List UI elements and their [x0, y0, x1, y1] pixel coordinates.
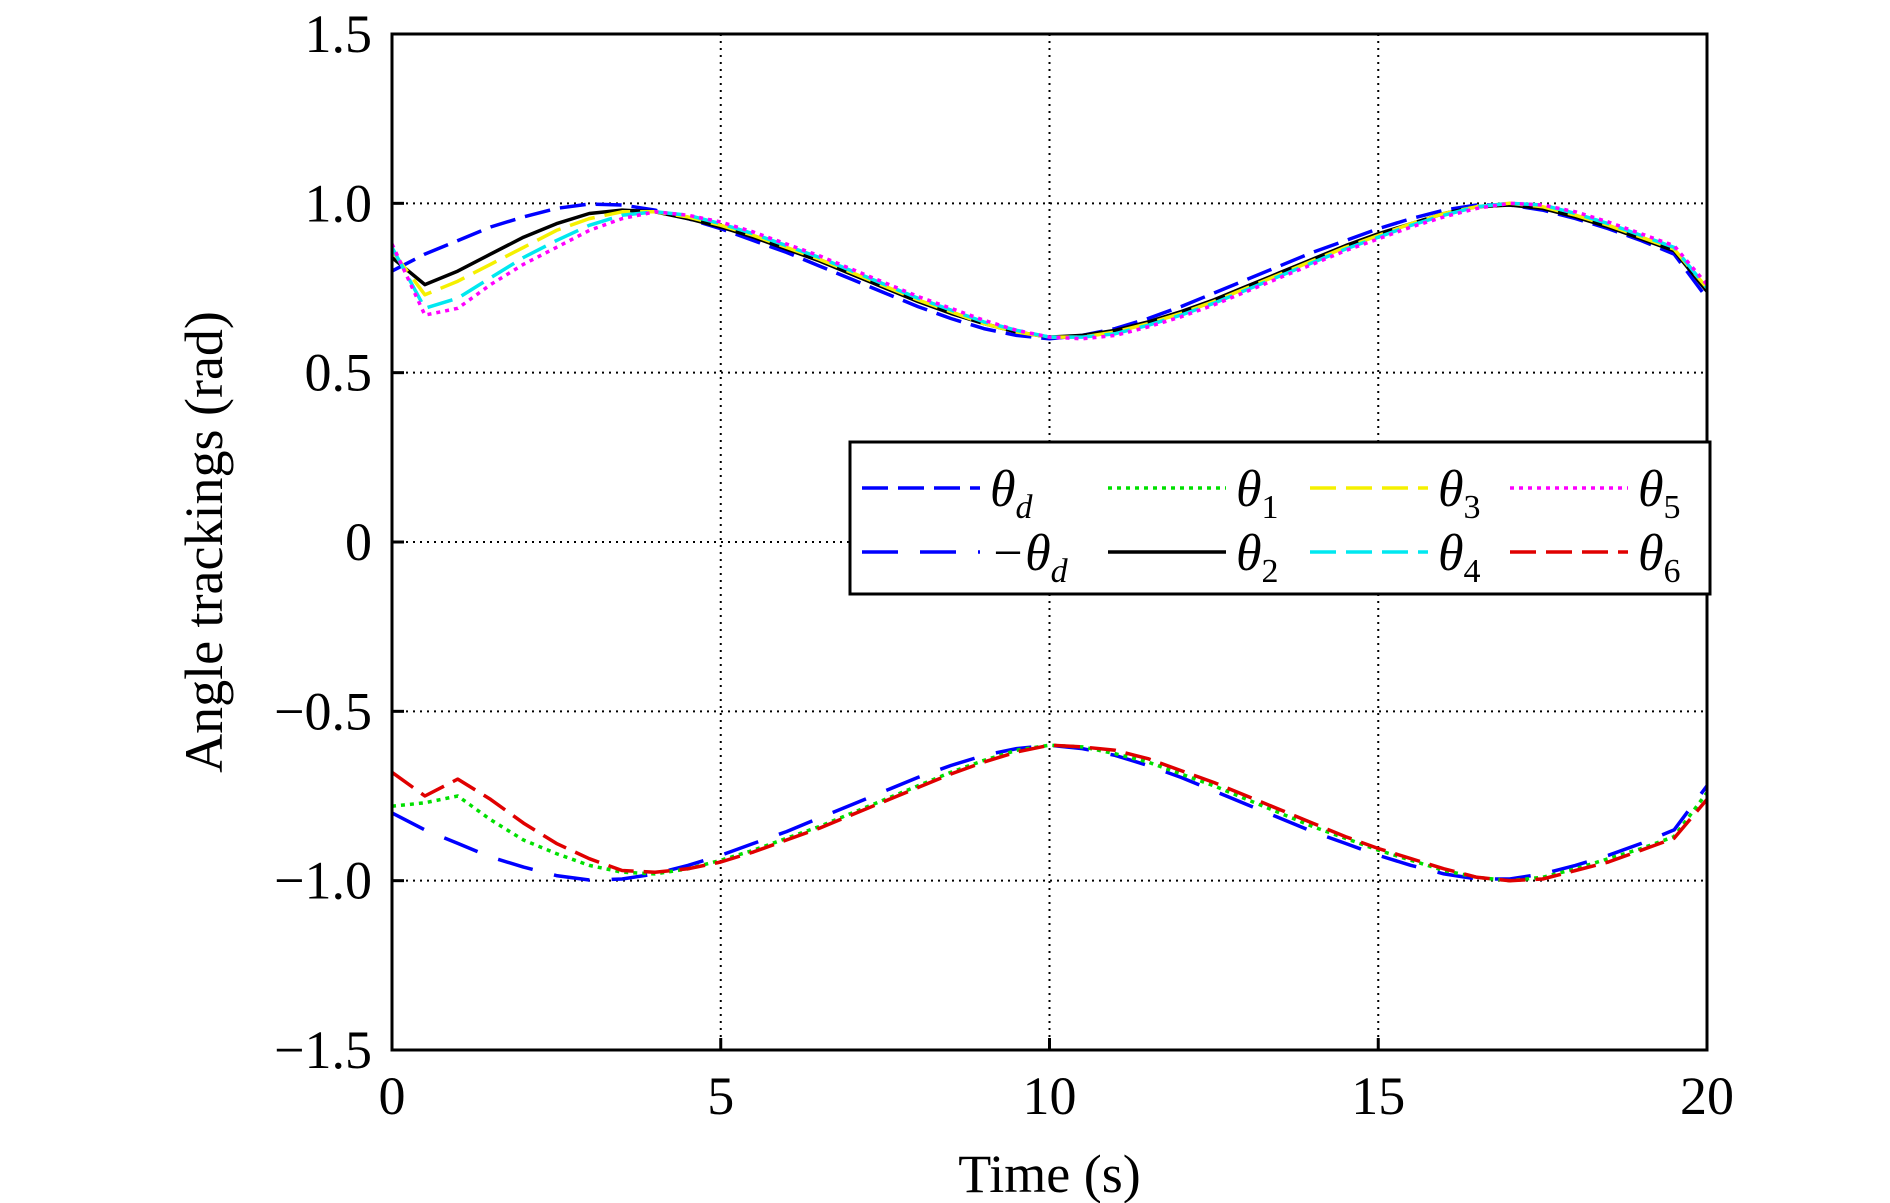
series-line [390, 201, 1709, 339]
y-axis-label: Angle trackings (rad) [174, 311, 234, 773]
legend-label: θ6 [1638, 525, 1681, 590]
legend-label: θd [990, 461, 1034, 526]
y-tick-label: 0 [345, 512, 372, 572]
y-tick-label: −1.0 [274, 851, 372, 911]
y-tick-label: −1.5 [274, 1020, 372, 1080]
y-tick-label: −0.5 [274, 681, 372, 741]
axis-ticks: 0 5 10 15 20 −1.5 −1.0 −0.5 0 0.5 1.0 1.5 [274, 4, 1734, 1126]
x-tick-label: 5 [707, 1066, 734, 1126]
grid-lines [392, 34, 1707, 1050]
series-line [390, 743, 1709, 883]
x-tick-label: 20 [1680, 1066, 1734, 1126]
series-line [390, 201, 1709, 341]
y-tick-label: 1.0 [305, 173, 373, 233]
y-tick-label: 1.5 [305, 4, 373, 64]
legend-label: θ5 [1638, 461, 1681, 526]
x-tick-label: 15 [1351, 1066, 1405, 1126]
x-tick-label: 10 [1023, 1066, 1077, 1126]
x-axis-label: Time (s) [958, 1144, 1141, 1203]
legend-label: θ2 [1236, 525, 1279, 590]
legend-label: θ4 [1438, 525, 1481, 590]
legend-label: θ1 [1236, 461, 1279, 526]
series-lines [390, 201, 1709, 883]
legend-box [848, 440, 1712, 596]
y-tick-label: 0.5 [305, 343, 373, 403]
legend-label: θ3 [1438, 461, 1481, 526]
legend-label: −θd [990, 525, 1069, 590]
x-tick-label: 0 [379, 1066, 406, 1126]
